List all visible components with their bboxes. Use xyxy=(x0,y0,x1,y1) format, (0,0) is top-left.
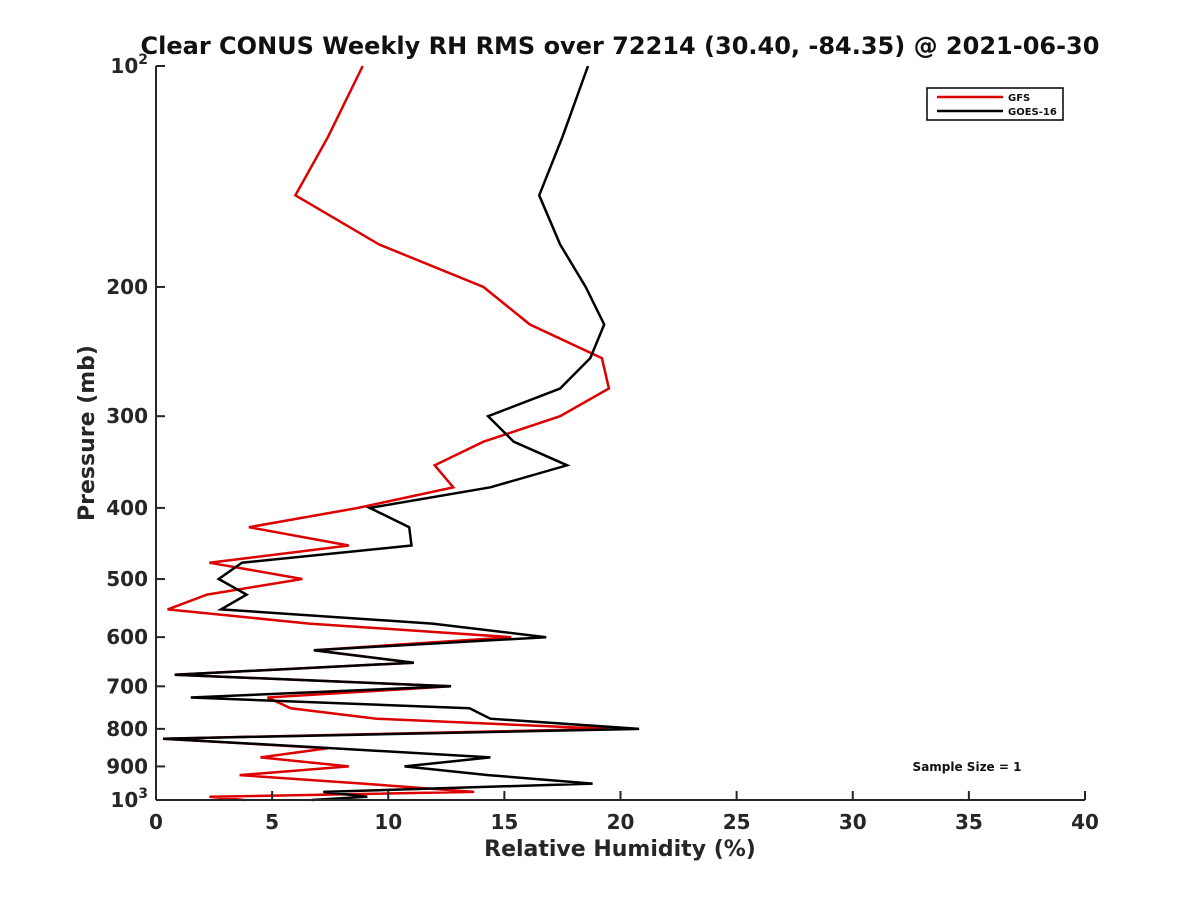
x-axis-label: Relative Humidity (%) xyxy=(484,837,756,862)
x-tick-label: 40 xyxy=(1071,810,1099,834)
y-tick-label: 102 xyxy=(110,52,148,78)
legend: GFS GOES-16 xyxy=(926,87,1064,121)
x-tick-label: 0 xyxy=(149,810,163,834)
x-tick-label: 5 xyxy=(265,810,279,834)
x-tick-label: 30 xyxy=(839,810,867,834)
series-line-gfs xyxy=(162,65,611,802)
y-tick-label: 900 xyxy=(106,754,148,778)
chart-title: Clear CONUS Weekly RH RMS over 72214 (30… xyxy=(141,32,1100,60)
legend-label-gfs: GFS xyxy=(1008,93,1030,104)
series-line-goes-16 xyxy=(162,65,640,802)
axes-layer: 0 5 10 15 20 25 30 35 40 102 200 300 400 500 600 700 800… xyxy=(106,52,1099,834)
y-tick-label: 200 xyxy=(106,275,148,299)
y-tick-label: 500 xyxy=(106,567,148,591)
legend-label-goes-16: GOES-16 xyxy=(1008,107,1057,118)
x-tick-label: 25 xyxy=(723,810,751,834)
y-tick-label: 800 xyxy=(106,717,148,741)
x-tick-label: 20 xyxy=(607,810,635,834)
sample-size-annotation: Sample Size = 1 xyxy=(913,760,1022,774)
legend-box xyxy=(926,87,1064,121)
x-tick-label: 15 xyxy=(490,810,518,834)
x-tick-label: 10 xyxy=(374,810,402,834)
series-layer xyxy=(162,65,640,802)
y-tick-label: 600 xyxy=(106,625,148,649)
x-tick-label: 35 xyxy=(955,810,983,834)
y-tick-label: 400 xyxy=(106,496,148,520)
y-tick-label: 103 xyxy=(110,786,148,812)
y-axis-label: Pressure (mb) xyxy=(75,345,100,521)
y-tick-label: 300 xyxy=(106,404,148,428)
y-tick-label: 700 xyxy=(106,674,148,698)
